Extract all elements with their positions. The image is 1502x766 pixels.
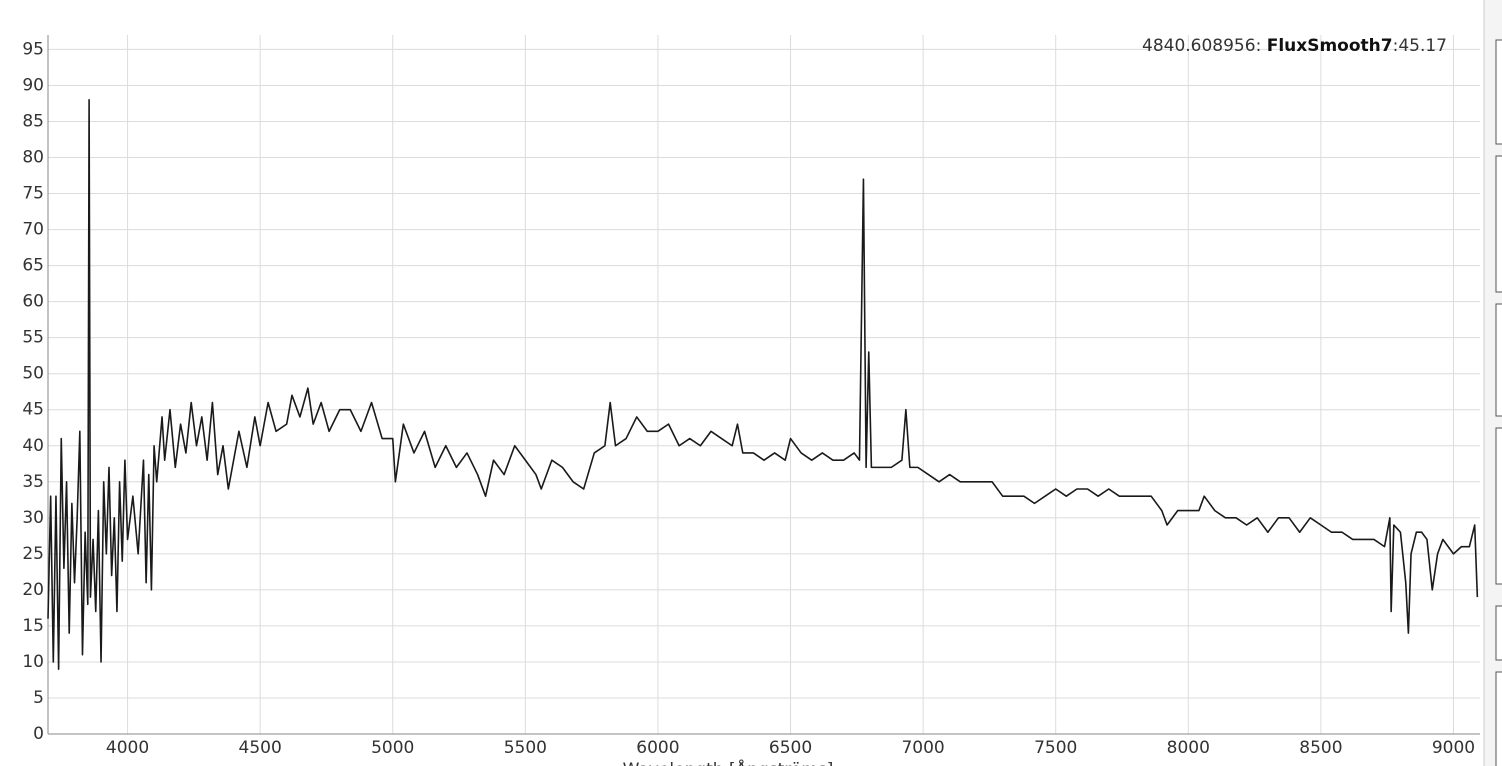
readout-x: 4840.608956: <box>1142 36 1267 56</box>
x-tick-label: 9000 <box>1432 738 1475 758</box>
side-box[interactable] <box>1495 39 1502 145</box>
readout-value: :45.17 <box>1393 36 1447 56</box>
y-tick-label: 60 <box>22 292 44 312</box>
readout-series: FluxSmooth7 <box>1267 36 1393 56</box>
y-tick-label: 15 <box>22 616 44 636</box>
y-tick-label: 45 <box>22 400 44 420</box>
x-tick-label: 8500 <box>1299 738 1342 758</box>
x-tick-label: 7500 <box>1034 738 1077 758</box>
side-box[interactable] <box>1495 671 1502 766</box>
y-tick-label: 55 <box>22 328 44 348</box>
y-tick-label: 0 <box>33 724 44 744</box>
x-tick-label: 4500 <box>239 738 282 758</box>
plot-area: 0 5 10 15 20 25 30 35 40 45 50 55 60 65 70 75 80 85 90 95 40… <box>22 35 1480 758</box>
hover-readout: 4840.608956: FluxSmooth7:45.17 <box>1142 36 1447 56</box>
y-tick-label: 50 <box>22 364 44 384</box>
y-tick-label: 10 <box>22 652 44 672</box>
y-tick-label: 40 <box>22 436 44 456</box>
x-axis-label: Wavelength [Ångströms] <box>623 758 834 766</box>
side-box[interactable] <box>1495 427 1502 585</box>
y-tick-label: 25 <box>22 544 44 564</box>
y-tick-label: 90 <box>22 75 44 95</box>
y-tick-label: 85 <box>22 111 44 131</box>
x-tick-label: 6000 <box>636 738 679 758</box>
y-tick-label: 70 <box>22 220 44 240</box>
x-tick-label: 5000 <box>371 738 414 758</box>
y-tick-label: 65 <box>22 256 44 276</box>
x-tick-label: 6500 <box>769 738 812 758</box>
side-box[interactable] <box>1495 303 1502 417</box>
side-box[interactable] <box>1495 155 1502 293</box>
x-tick-label: 4000 <box>106 738 149 758</box>
x-tick-label: 8000 <box>1167 738 1210 758</box>
y-tick-label: 35 <box>22 472 44 492</box>
y-tick-label: 5 <box>33 688 44 708</box>
y-tick-label: 80 <box>22 148 44 168</box>
x-tick-label: 5500 <box>504 738 547 758</box>
y-tick-label: 30 <box>22 508 44 528</box>
y-tick-label: 75 <box>22 184 44 204</box>
y-tick-label: 20 <box>22 580 44 600</box>
x-tick-label: 7000 <box>901 738 944 758</box>
spectrum-line <box>47 99 1479 670</box>
y-tick-label: 95 <box>22 39 44 59</box>
side-box[interactable] <box>1495 605 1502 661</box>
